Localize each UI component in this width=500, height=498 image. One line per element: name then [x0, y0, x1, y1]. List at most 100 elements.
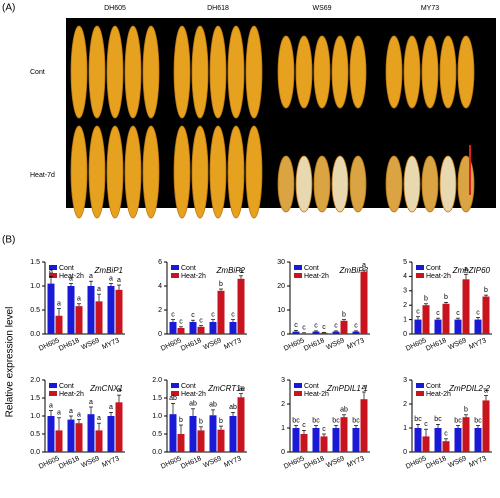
x-tick-label: MY73 [223, 337, 243, 351]
significance-letter: c [179, 319, 183, 326]
bar [55, 315, 63, 334]
significance-letter: a [109, 275, 113, 282]
legend-label: Heat-2h [181, 273, 206, 280]
bar [462, 279, 470, 334]
bar [107, 416, 115, 452]
bar [177, 434, 185, 452]
y-tick-label: 1.5 [30, 259, 40, 266]
bar [237, 278, 245, 334]
bar [169, 414, 177, 452]
y-tick-label: 1.0 [30, 283, 40, 290]
bar [169, 322, 177, 334]
bar [197, 326, 205, 334]
bar [360, 399, 368, 452]
legend-label: Heat-2h [59, 273, 84, 280]
significance-letter: c [191, 312, 195, 319]
row-label: Cont [30, 69, 45, 76]
bar [462, 417, 470, 452]
cob [277, 155, 295, 213]
x-tick-label: DH618 [425, 455, 448, 471]
y-tick-label: 0.5 [30, 307, 40, 314]
significance-letter: bc [474, 417, 482, 424]
x-tick-label: WS69 [80, 455, 100, 469]
significance-letter: c [314, 323, 318, 330]
legend-swatch [416, 265, 424, 270]
bar [75, 306, 83, 334]
bar [292, 331, 300, 334]
significance-letter: b [484, 287, 488, 294]
legend-label: Cont [304, 265, 319, 272]
cob [331, 35, 349, 109]
bar [55, 430, 63, 452]
cob [106, 25, 124, 119]
x-tick-label: WS69 [202, 455, 222, 469]
x-tick-label: DH605 [283, 455, 306, 471]
bar [320, 436, 328, 452]
y-tick-label: 1 [281, 425, 285, 432]
significance-letter: a [109, 404, 113, 411]
cob [439, 35, 457, 109]
significance-letter: c [199, 317, 203, 324]
bar [422, 305, 430, 334]
cob [313, 155, 331, 213]
y-tick-label: 0 [403, 331, 407, 338]
cob [421, 155, 439, 213]
bar [434, 319, 442, 334]
chart-title: ZmBiP3 [339, 266, 369, 275]
x-tick-label: DH618 [180, 455, 203, 471]
bar [292, 428, 300, 452]
panel-label: (B) [2, 235, 15, 246]
bar [352, 331, 360, 334]
significance-letter: a [239, 386, 243, 393]
significance-letter: a [362, 384, 366, 391]
significance-letter: c [171, 311, 175, 318]
y-tick-label: 10 [277, 307, 285, 314]
bar [414, 319, 422, 334]
significance-letter: a [117, 277, 121, 284]
significance-letter: c [444, 431, 448, 438]
chart-title: ZmPDIL2-2 [448, 384, 490, 393]
bar [47, 416, 55, 452]
cob [403, 35, 421, 109]
y-tick-label: 2.0 [152, 377, 162, 384]
x-tick-label: DH605 [405, 455, 428, 471]
chart-title: ZmPDIL1-1 [326, 384, 368, 393]
cob [439, 155, 457, 213]
cob [421, 35, 439, 109]
significance-letter: bc [352, 417, 360, 424]
chart-title: ZmBiP2 [216, 266, 246, 275]
significance-letter: bc [332, 417, 340, 424]
significance-letter: a [49, 268, 53, 275]
bar [340, 417, 348, 452]
legend-label: Cont [59, 383, 74, 390]
significance-letter: c [211, 311, 215, 318]
significance-letter: a [464, 266, 468, 273]
cob [88, 25, 106, 119]
panel-label: (A) [2, 3, 15, 14]
y-tick-label: 2 [281, 401, 285, 408]
cob [295, 35, 313, 109]
legend-swatch [294, 265, 302, 270]
y-tick-label: 1.5 [152, 395, 162, 402]
x-tick-label: DH618 [58, 455, 81, 471]
y-tick-label: 0.5 [152, 431, 162, 438]
x-tick-label: MY73 [223, 455, 243, 469]
legend-swatch [49, 265, 57, 270]
significance-letter: a [57, 300, 61, 307]
legend-swatch [49, 391, 57, 396]
legend-swatch [294, 391, 302, 396]
bar [115, 289, 123, 334]
legend-label: Heat-2h [426, 273, 451, 280]
x-tick-label: DH618 [303, 455, 326, 471]
significance-letter: a [97, 415, 101, 422]
bar [95, 430, 103, 452]
y-tick-label: 0 [281, 331, 285, 338]
legend-swatch [416, 273, 424, 278]
bar [75, 423, 83, 452]
cob [191, 125, 209, 219]
significance-letter: c [436, 310, 440, 317]
y-tick-label: 1.0 [30, 413, 40, 420]
bar [482, 400, 490, 452]
column-label: DH618 [207, 5, 229, 12]
